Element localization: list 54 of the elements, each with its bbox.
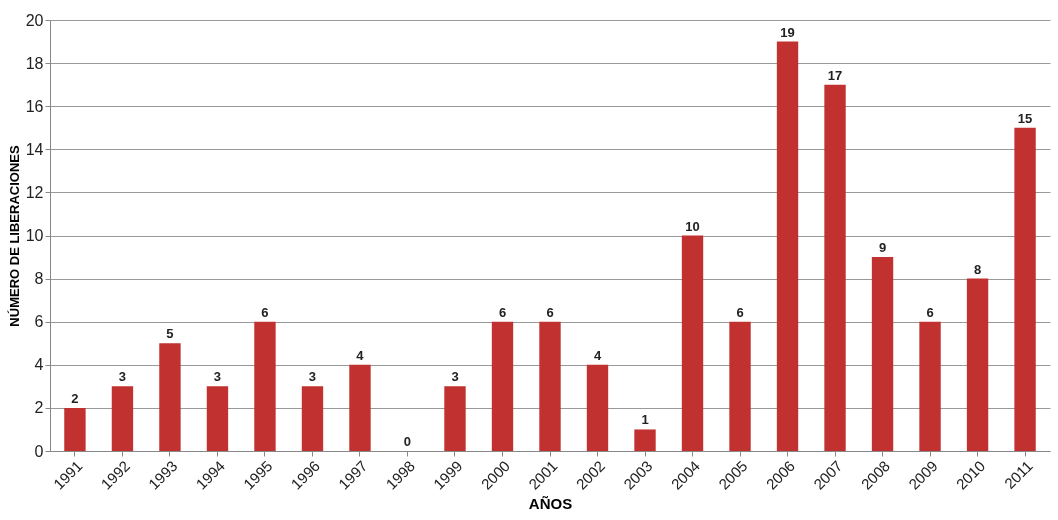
bar [824,84,846,451]
x-axis-title: AÑOS [528,494,573,512]
bar [966,278,989,451]
data-label: 19 [780,24,795,40]
data-label: 3 [451,369,459,385]
bar [634,429,656,451]
data-label: 2 [71,390,79,406]
y-tick-label: 12 [25,183,44,201]
bar [681,235,704,451]
data-label: 4 [593,347,602,363]
data-label: 15 [1017,110,1033,126]
y-tick-label: 16 [25,97,44,115]
data-label: 8 [973,261,982,277]
bar [491,321,514,451]
bar [301,386,324,451]
bar [64,407,86,451]
bar [586,364,609,451]
data-label: 17 [827,67,843,83]
data-label: 3 [308,369,317,385]
bar [206,386,229,451]
bar [111,386,134,451]
data-label: 5 [166,326,174,342]
bar [539,321,561,451]
bar [254,321,276,451]
y-tick-label: 14 [25,140,44,158]
data-label: 3 [118,369,127,385]
data-label: 6 [261,304,269,320]
data-label: 3 [213,369,222,385]
bar [159,343,181,451]
y-tick-label: 10 [25,227,44,244]
data-label: 10 [685,218,700,234]
data-label: 6 [546,304,554,320]
y-tick-label: 18 [25,54,44,72]
bar [776,41,799,451]
data-label: 6 [498,304,507,320]
bar [349,364,371,451]
y-axis-title: NÚMERO DE LIBERACIONES [6,145,22,327]
y-tick-label: 20 [25,11,44,29]
y-tick-label: 0 [34,442,44,460]
data-label: 4 [356,347,365,363]
bar [1014,127,1036,451]
bar [919,321,941,451]
y-tick-label: 8 [34,270,44,288]
y-tick-label: 2 [34,399,44,417]
bar [729,321,751,451]
data-label: 6 [926,304,934,320]
data-label: 9 [878,240,887,256]
data-label: 6 [736,304,744,320]
bar [444,386,466,451]
bar [871,257,894,451]
y-tick-label: 6 [34,313,44,331]
data-label: 0 [403,434,412,449]
data-label: 1 [641,412,649,428]
y-tick-label: 4 [34,356,44,374]
